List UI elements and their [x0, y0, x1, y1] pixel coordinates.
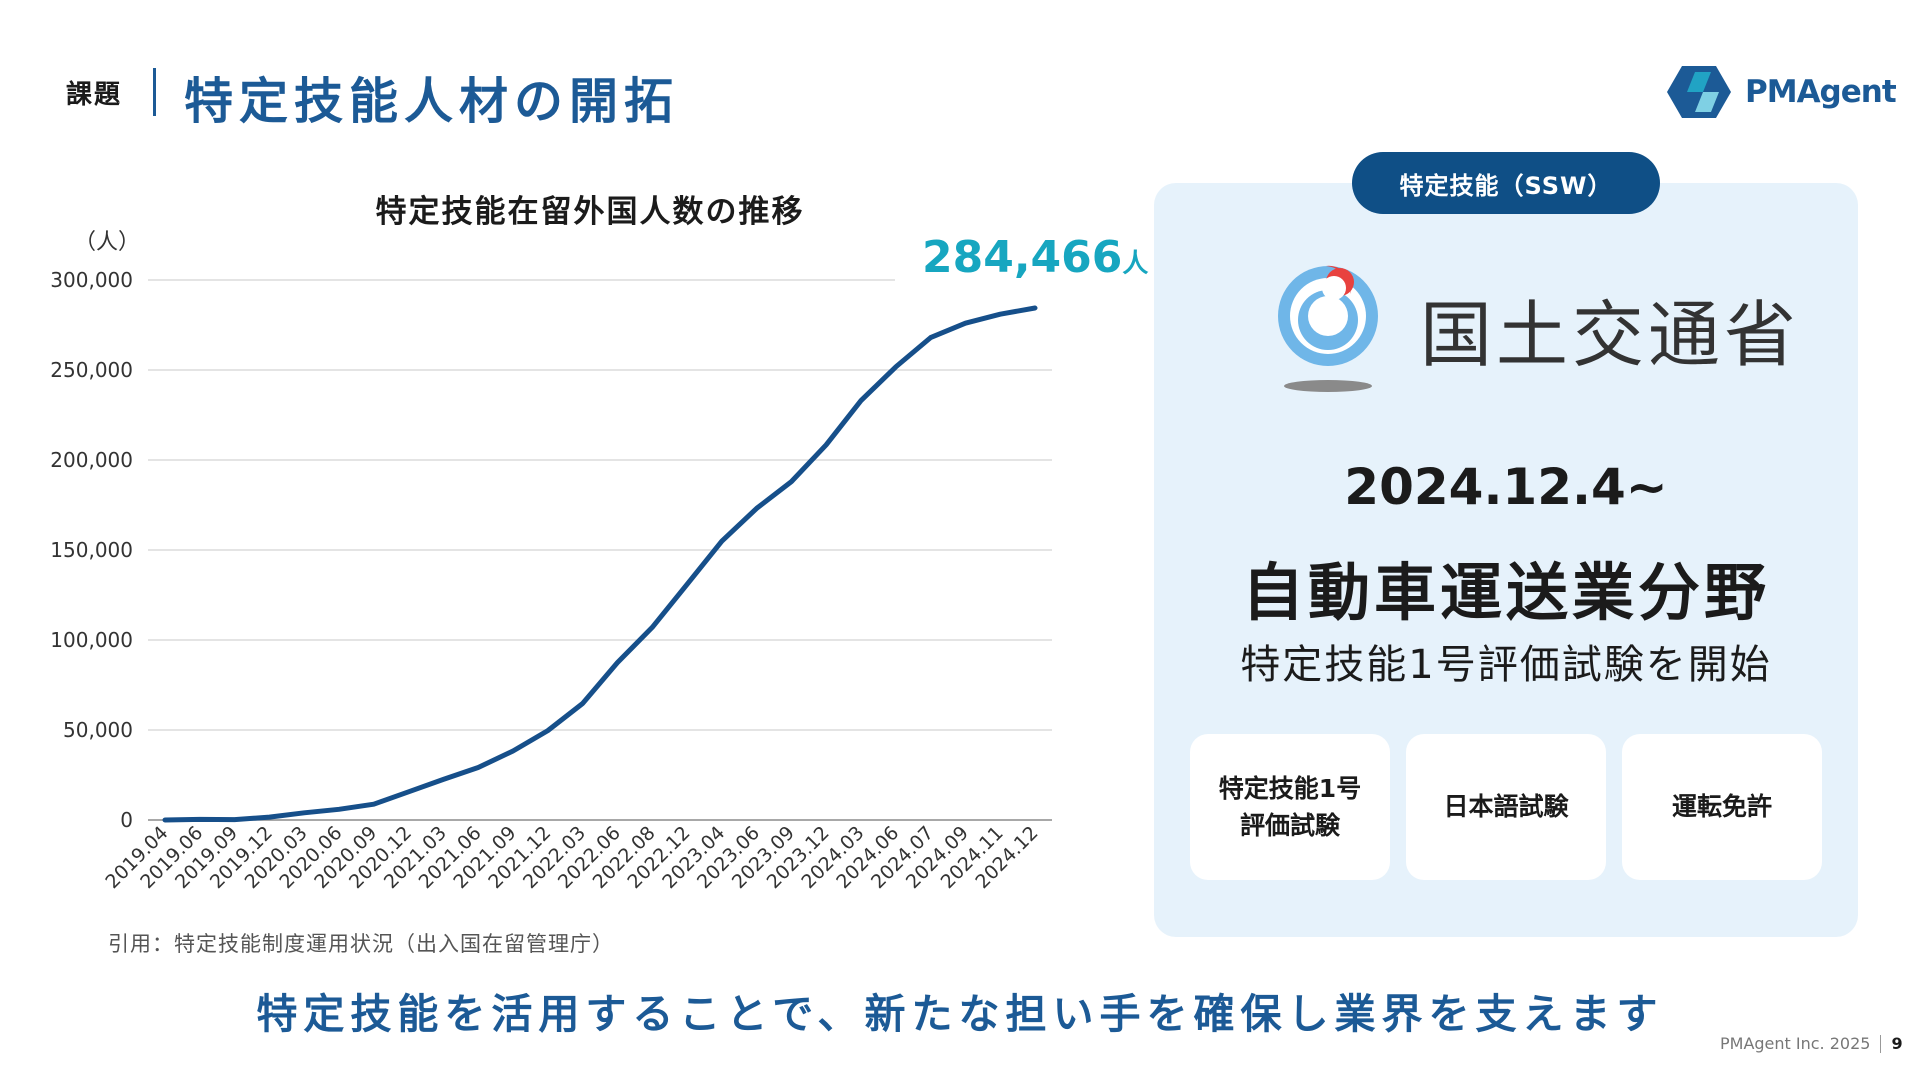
logo-text: PMAgent — [1745, 74, 1897, 110]
requirement-card-skill-exam: 特定技能1号 評価試験 — [1190, 734, 1390, 880]
y-tick-label: 200,000 — [50, 448, 133, 472]
requirement-card-driver-license: 運転免許 — [1622, 734, 1822, 880]
requirement-card-japanese-exam: 日本語試験 — [1406, 734, 1606, 880]
footer-company: PMAgent Inc. 2025 — [1720, 1034, 1871, 1053]
footer-divider — [1880, 1034, 1882, 1053]
y-tick-label: 300,000 — [50, 268, 133, 292]
y-tick-label: 150,000 — [50, 538, 133, 562]
y-tick-label: 100,000 — [50, 628, 133, 652]
callout-unit: 人 — [1122, 249, 1149, 279]
footer: PMAgent Inc. 2025 9 — [1720, 1034, 1903, 1053]
y-tick-label: 250,000 — [50, 358, 133, 382]
series-line — [162, 305, 1038, 823]
ssw-pill-label: 特定技能（SSW） — [1352, 152, 1660, 214]
start-date: 2024.12.4~ — [1344, 458, 1668, 516]
title-divider — [153, 68, 156, 116]
company-logo: PMAgent — [1665, 64, 1897, 120]
page-number: 9 — [1891, 1034, 1903, 1053]
ministry-logo: 国土交通省 — [1262, 258, 1800, 398]
latest-value-callout: 284,466人 — [922, 232, 1148, 283]
callout-value: 284,466 — [922, 232, 1123, 283]
chart-title: 特定技能在留外国人数の推移 — [375, 194, 805, 230]
tagline: 特定技能を活用することで、新たな担い手を確保し業界を支えます — [256, 990, 1664, 1038]
ministry-name: 国土交通省 — [1420, 292, 1801, 377]
pmagent-logo-icon — [1667, 66, 1731, 118]
section-tag: 課題 — [66, 80, 123, 110]
y-axis-unit: （人） — [74, 230, 141, 255]
page-title: 特定技能人材の開拓 — [184, 73, 680, 130]
source-note: 引用：特定技能制度運用状況（出入国在留管理庁） — [108, 932, 614, 956]
y-tick-label: 0 — [120, 808, 133, 832]
mlit-emblem-icon — [1278, 265, 1378, 392]
y-tick-label: 50,000 — [63, 718, 133, 742]
industry-field: 自動車運送業分野 — [1241, 556, 1770, 629]
exam-description: 特定技能1号評価試験を開始 — [1240, 642, 1772, 688]
